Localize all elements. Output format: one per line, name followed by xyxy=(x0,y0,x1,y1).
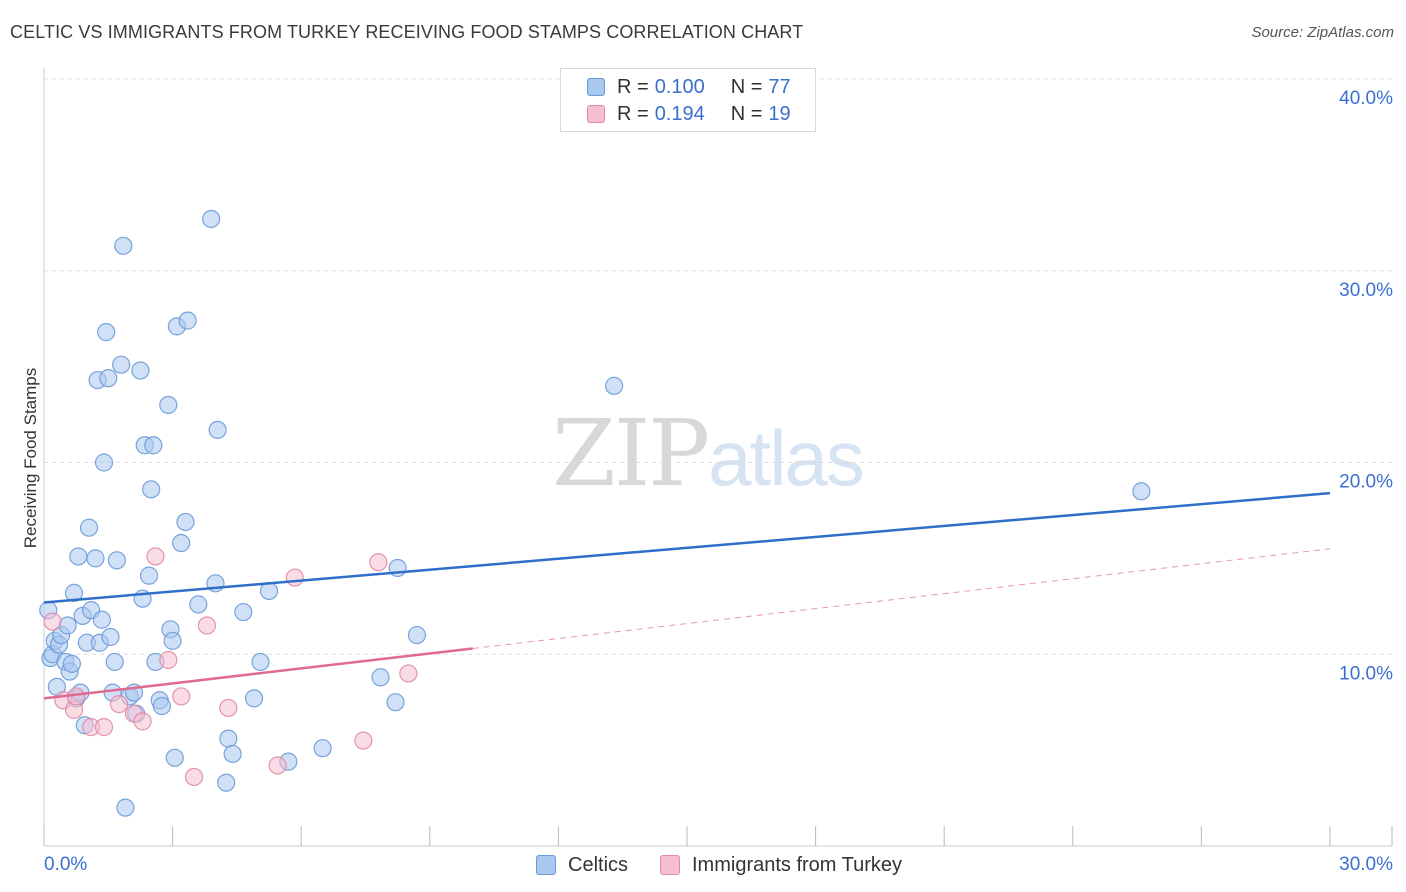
celtics-point xyxy=(131,361,150,380)
turkey-point xyxy=(133,712,152,731)
watermark-atlas: atlas xyxy=(708,414,865,502)
celtics-point xyxy=(223,744,242,764)
celtics-point xyxy=(58,616,77,635)
legend-row-celtics: R = 0.100 N = 77 xyxy=(587,74,791,100)
turkey-trend-projection xyxy=(472,548,1331,649)
celtics-point xyxy=(97,323,116,342)
celtics-point xyxy=(64,583,84,602)
celtics-point xyxy=(94,453,114,472)
y-tick-label: 20.0% xyxy=(1339,472,1393,493)
turkey-swatch xyxy=(587,105,605,123)
bottom-legend-turkey: Immigrants from Turkey xyxy=(660,852,902,878)
celtics-point xyxy=(605,376,624,395)
celtics-point xyxy=(208,420,227,440)
celtics-point xyxy=(159,395,178,415)
legend-r-label: R = xyxy=(617,102,649,125)
legend-r-label: R = xyxy=(617,75,649,98)
celtics-point xyxy=(79,518,99,537)
turkey-point xyxy=(354,731,373,750)
celtics-points xyxy=(39,209,1151,817)
celtics-point xyxy=(251,652,270,672)
celtics-point xyxy=(152,696,171,716)
celtics-point xyxy=(69,547,88,566)
source-attribution: Source: ZipAtlas.com xyxy=(1251,24,1394,41)
bottom-legend-celtics: Celtics xyxy=(536,852,628,878)
y-tick-label: 40.0% xyxy=(1339,88,1393,109)
celtics-point xyxy=(62,654,81,673)
celtics-point xyxy=(313,739,332,758)
legend-row-turkey: R = 0.194 N = 19 xyxy=(587,101,791,127)
legend-r-value: 0.100 xyxy=(654,75,705,98)
chart-title: CELTIC VS IMMIGRANTS FROM TURKEY RECEIVI… xyxy=(10,22,804,42)
celtics-point xyxy=(371,668,390,687)
y-tick-label: 30.0% xyxy=(1339,280,1393,301)
legend-n-value: 77 xyxy=(768,75,791,98)
celtics-point xyxy=(244,689,264,708)
turkey-point xyxy=(146,547,165,566)
celtics-point xyxy=(176,512,195,532)
watermark-zip: ZIP xyxy=(552,400,710,507)
celtics-point xyxy=(172,533,191,553)
celtics-legend-label: Celtics xyxy=(568,853,629,876)
celtics-point xyxy=(1132,482,1151,501)
celtics-point xyxy=(139,566,159,585)
turkey-trend-line xyxy=(43,647,473,700)
celtics-point xyxy=(101,627,120,647)
turkey-point xyxy=(399,664,418,683)
y-axis-label: Receiving Food Stamps xyxy=(21,368,40,548)
watermark: ZIPatlas xyxy=(552,400,865,507)
celtics-trend-line xyxy=(43,491,1331,604)
celtics-point xyxy=(386,693,405,712)
celtics-point xyxy=(116,798,135,817)
turkey-point xyxy=(197,616,216,635)
celtics-point xyxy=(163,631,182,650)
legend-n-label: N = xyxy=(730,75,763,98)
turkey-point xyxy=(268,756,287,775)
turkey-point xyxy=(109,695,129,714)
grid-lines xyxy=(44,78,1392,655)
celtics-point xyxy=(92,610,111,629)
x-tick-label: 30.0% xyxy=(1339,854,1393,875)
celtics-point xyxy=(142,480,161,499)
celtics-point xyxy=(165,748,184,767)
celtics-point xyxy=(107,551,126,570)
turkey-legend-swatch xyxy=(660,855,680,875)
celtics-point xyxy=(86,549,105,568)
trend-lines xyxy=(43,491,1331,700)
celtics-point xyxy=(112,355,131,374)
celtics-point xyxy=(114,236,133,255)
legend-n-label: N = xyxy=(730,102,763,125)
celtics-legend-swatch xyxy=(536,855,556,875)
turkey-point xyxy=(369,553,388,572)
celtics-point xyxy=(189,595,208,614)
celtics-point xyxy=(99,369,118,388)
celtics-point xyxy=(407,625,427,645)
celtics-swatch xyxy=(587,78,605,96)
celtics-point xyxy=(219,729,238,748)
x-tick-label: 0.0% xyxy=(44,854,87,875)
axes xyxy=(43,68,1393,847)
celtics-point xyxy=(178,311,197,330)
tick-labels: 10.0% 20.0% 30.0% 40.0% 0.0% 30.0% xyxy=(44,88,1393,875)
turkey-point xyxy=(159,650,178,670)
celtics-point xyxy=(105,652,124,672)
y-tick-label: 10.0% xyxy=(1339,663,1393,684)
turkey-point xyxy=(285,568,304,587)
turkey-point xyxy=(172,687,191,706)
legend-n-value: 19 xyxy=(768,102,791,125)
turkey-legend-label: Immigrants from Turkey xyxy=(692,853,903,876)
turkey-point xyxy=(43,612,62,631)
celtics-point xyxy=(234,602,253,622)
turkey-point xyxy=(219,698,238,718)
legend-box: R = 0.100 N = 77 R = 0.194 N = 19 xyxy=(560,68,816,132)
turkey-point xyxy=(94,718,114,737)
legend-r-value: 0.194 xyxy=(654,102,705,125)
turkey-points xyxy=(43,547,418,787)
celtics-point xyxy=(202,209,221,229)
celtics-point xyxy=(217,773,236,792)
celtics-point xyxy=(144,436,163,455)
turkey-point xyxy=(184,767,204,787)
